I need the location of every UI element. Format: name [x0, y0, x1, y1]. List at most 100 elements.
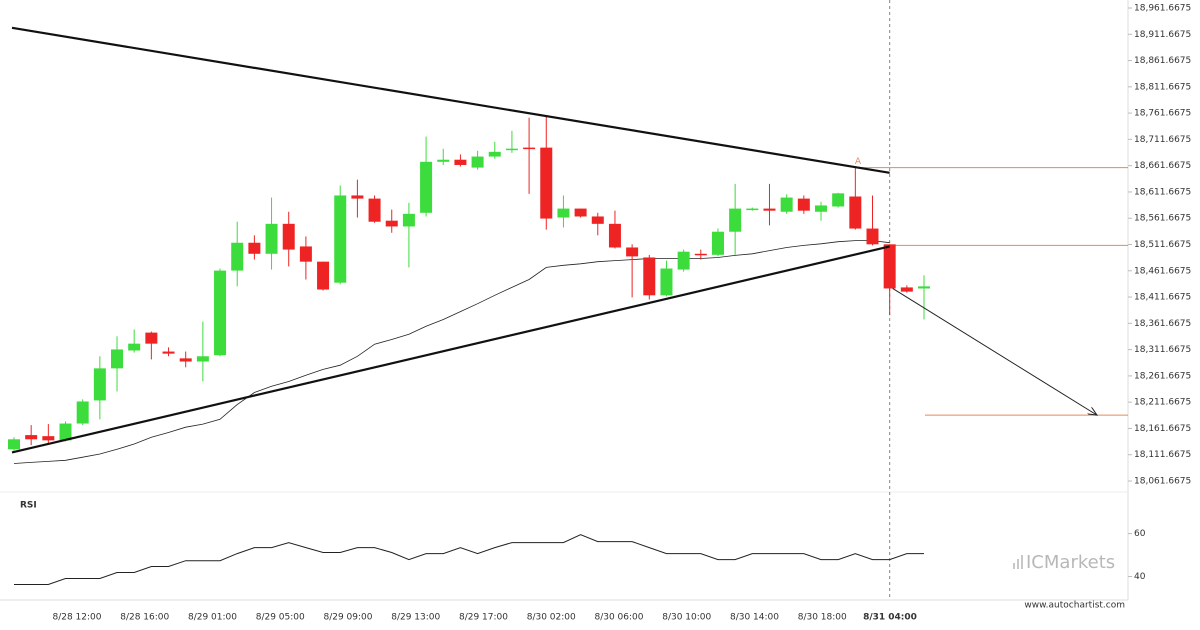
- candle-body: [918, 286, 931, 289]
- y-tick-label: 18,361.6675: [1134, 319, 1191, 329]
- rsi-title: RSI: [20, 501, 37, 511]
- x-tick-label: 8/29 09:00: [323, 613, 372, 623]
- candle-body: [76, 401, 89, 424]
- y-tick-label: 18,611.6675: [1134, 187, 1191, 197]
- candle-body: [248, 242, 261, 254]
- y-tick-label: 18,261.6675: [1134, 371, 1191, 381]
- candle-body: [488, 151, 501, 157]
- x-tick-label: 8/29 01:00: [188, 613, 237, 623]
- rsi-tick-label: 40: [1134, 572, 1146, 582]
- y-tick-label: 18,461.6675: [1134, 266, 1191, 276]
- candle-body: [626, 247, 639, 257]
- candle-body: [385, 220, 398, 227]
- candle-body: [780, 197, 793, 212]
- y-tick-label: 18,911.6675: [1134, 30, 1191, 40]
- candle-body: [351, 195, 364, 199]
- y-tick-label: 18,761.6675: [1134, 109, 1191, 119]
- candle-body: [832, 193, 845, 207]
- candle-body: [299, 246, 312, 262]
- rsi-tick-label: 60: [1134, 529, 1146, 539]
- x-tick-label: 8/29 13:00: [391, 613, 440, 623]
- moving-average: [13, 240, 890, 464]
- candle-body: [557, 208, 570, 218]
- x-tick-label: 8/30 14:00: [730, 613, 779, 623]
- x-tick-label: 8/31 04:00: [863, 613, 917, 623]
- candle-body: [282, 223, 295, 250]
- y-tick-label: 18,061.6675: [1134, 477, 1191, 487]
- candle-body: [317, 261, 330, 290]
- candle-body: [797, 198, 810, 211]
- x-tick-label: 8/30 10:00: [662, 613, 711, 623]
- brand-logo: ICMarkets: [1013, 552, 1115, 573]
- candle-body: [214, 270, 227, 356]
- y-tick-label: 18,511.6675: [1134, 240, 1191, 250]
- y-tick-label: 18,111.6675: [1134, 450, 1191, 460]
- x-tick-label: 8/30 18:00: [798, 613, 847, 623]
- candle-body: [866, 228, 879, 245]
- candle-body: [540, 147, 553, 219]
- candle-body: [162, 351, 175, 354]
- candle-body: [402, 213, 415, 227]
- candle-body: [660, 268, 673, 296]
- candle-body: [128, 343, 141, 351]
- rsi-line: [14, 534, 924, 585]
- y-tick-label: 18,961.6675: [1134, 4, 1191, 14]
- candle-body: [42, 436, 55, 441]
- candle-body: [454, 159, 467, 165]
- candle-body: [849, 196, 862, 229]
- candle-body: [265, 223, 278, 254]
- trendline: [11, 245, 890, 454]
- candle-body: [523, 147, 536, 150]
- y-tick-label: 18,861.6675: [1134, 56, 1191, 66]
- candle-body: [231, 242, 244, 271]
- candle-body: [179, 358, 192, 362]
- y-tick-label: 18,561.6675: [1134, 214, 1191, 224]
- logo-bar: [1021, 555, 1023, 569]
- candle-body: [591, 216, 604, 224]
- y-tick-label: 18,411.6675: [1134, 293, 1191, 303]
- candle-body: [883, 244, 896, 289]
- y-tick-label: 18,311.6675: [1134, 345, 1191, 355]
- candle-body: [574, 208, 587, 217]
- candle-body: [471, 156, 484, 168]
- x-tick-label: 8/28 16:00: [120, 613, 169, 623]
- candle-body: [900, 287, 913, 292]
- projection-arrow: [892, 288, 1097, 415]
- candle-body: [746, 208, 759, 211]
- candle-body: [608, 223, 621, 248]
- candle-body: [145, 332, 158, 344]
- candle-body: [59, 423, 72, 441]
- level-label: A: [855, 157, 862, 167]
- candle-body: [8, 439, 20, 450]
- x-tick-label: 8/30 06:00: [594, 613, 643, 623]
- logo-bar: [1017, 559, 1019, 569]
- candle-body: [368, 198, 381, 222]
- y-tick-label: 18,711.6675: [1134, 135, 1191, 145]
- x-tick-label: 8/29 17:00: [459, 613, 508, 623]
- candle-body: [677, 251, 690, 270]
- candle-body: [763, 208, 776, 211]
- x-tick-label: 8/29 05:00: [256, 613, 305, 623]
- logo-bar: [1013, 563, 1015, 569]
- trendline: [11, 26, 890, 174]
- y-tick-label: 18,811.6675: [1134, 82, 1191, 92]
- candle-body: [334, 195, 347, 283]
- candle-body: [643, 257, 656, 296]
- candle-body: [694, 253, 707, 256]
- candle-body: [729, 208, 742, 232]
- x-tick-label: 8/30 02:00: [527, 613, 576, 623]
- candle-body: [437, 159, 450, 162]
- y-tick-label: 18,211.6675: [1134, 398, 1191, 408]
- candle-body: [420, 161, 433, 213]
- source: www.autochartist.com: [1024, 601, 1125, 611]
- candle-body: [814, 205, 827, 212]
- candle-body: [25, 435, 38, 440]
- x-tick-label: 8/28 12:00: [52, 613, 101, 623]
- candle-body: [505, 148, 518, 151]
- candle-body: [111, 349, 124, 369]
- y-tick-label: 18,661.6675: [1134, 161, 1191, 171]
- candle-body: [711, 231, 724, 255]
- candle-body: [196, 356, 209, 362]
- brand: ICMarkets: [1026, 552, 1115, 573]
